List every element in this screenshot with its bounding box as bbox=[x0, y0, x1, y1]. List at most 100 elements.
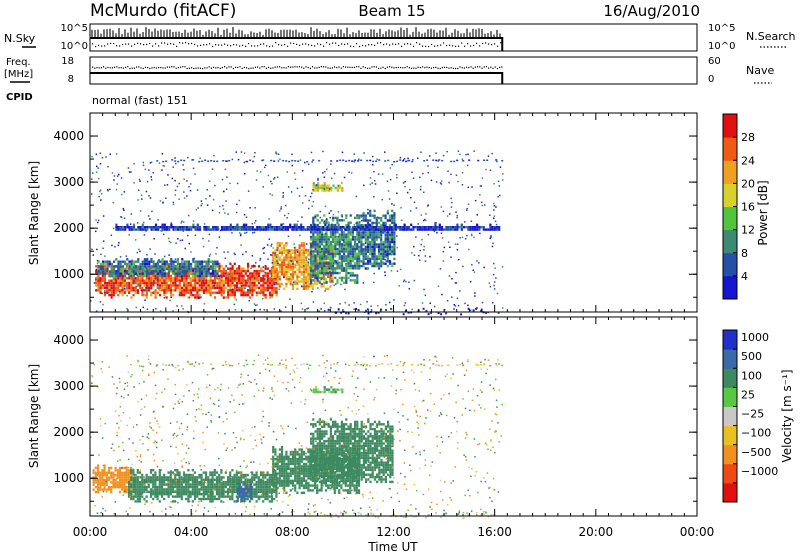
power-scatter-cell bbox=[98, 195, 100, 198]
power-scatter-cell bbox=[119, 256, 122, 258]
power-scatter-cell bbox=[498, 185, 501, 187]
velocity-cell bbox=[130, 497, 133, 501]
nave-point bbox=[320, 66, 322, 68]
velocity-cell bbox=[178, 476, 181, 479]
power-cell bbox=[489, 223, 492, 226]
power-scatter-cell bbox=[197, 207, 199, 209]
power-cell bbox=[384, 236, 387, 239]
power-cell bbox=[362, 224, 365, 227]
power-scatter-cell bbox=[200, 265, 202, 267]
power-cell bbox=[380, 264, 383, 268]
power-cell bbox=[187, 296, 190, 299]
power-band-cell bbox=[306, 161, 309, 163]
power-cell bbox=[183, 291, 186, 294]
power-cell bbox=[271, 286, 274, 290]
power-cell bbox=[312, 221, 315, 224]
nave-point bbox=[235, 66, 237, 69]
power-cell bbox=[121, 293, 124, 297]
power-cell bbox=[233, 289, 236, 292]
power-cell bbox=[280, 258, 284, 262]
power-cell bbox=[310, 259, 313, 263]
power-cell bbox=[251, 284, 254, 287]
power-scatter-cell bbox=[262, 297, 264, 300]
velocity-cell bbox=[185, 476, 188, 479]
nave-point bbox=[488, 67, 490, 69]
power-cell bbox=[132, 277, 135, 280]
nave-point bbox=[439, 67, 441, 70]
power-cell bbox=[371, 255, 374, 258]
power-cell bbox=[163, 223, 166, 226]
power-cell bbox=[325, 235, 328, 239]
velocity-cell bbox=[125, 481, 128, 484]
power-scatter-cell bbox=[384, 274, 386, 277]
power-cell bbox=[283, 287, 286, 290]
power-cell bbox=[180, 286, 184, 290]
power-scatter-cell bbox=[157, 283, 159, 286]
power-scatter-cell bbox=[330, 163, 332, 165]
power-cell bbox=[242, 274, 245, 278]
power-cell bbox=[170, 267, 173, 271]
power-band-cell bbox=[456, 159, 459, 162]
power-cell bbox=[312, 238, 315, 241]
power-cell bbox=[205, 291, 208, 294]
power-cell bbox=[305, 256, 308, 259]
velocity-cell bbox=[154, 485, 157, 489]
power-cell bbox=[207, 267, 210, 271]
power-cell bbox=[343, 235, 346, 239]
nsearch-point bbox=[335, 42, 337, 44]
power-cell bbox=[125, 265, 129, 268]
power-cell bbox=[366, 260, 370, 263]
velocity-cell bbox=[96, 488, 100, 491]
power-scatter-cell bbox=[166, 184, 169, 186]
power-cell bbox=[196, 286, 199, 290]
power-cell bbox=[242, 293, 245, 297]
power-cell bbox=[283, 258, 286, 262]
power-scatter-cell bbox=[95, 219, 97, 221]
power-scatter-cell bbox=[345, 263, 347, 265]
velocity-cell bbox=[101, 476, 104, 479]
velocity-cell bbox=[167, 485, 170, 489]
power-cell bbox=[291, 275, 295, 278]
power-cell bbox=[227, 296, 230, 299]
power-cell bbox=[233, 286, 236, 290]
nave-point bbox=[307, 66, 309, 69]
nave-label: Nave bbox=[746, 64, 774, 77]
power-cell bbox=[362, 231, 365, 234]
power-cell bbox=[183, 260, 186, 263]
power-scatter-cell bbox=[223, 251, 225, 253]
power-cell bbox=[169, 286, 173, 290]
power-cell bbox=[183, 272, 186, 275]
velocity-cell bbox=[121, 481, 124, 484]
power-scatter-cell bbox=[402, 182, 405, 184]
power-cell bbox=[336, 281, 339, 284]
power-cell bbox=[336, 243, 339, 246]
power-cell bbox=[132, 262, 135, 266]
power-cell bbox=[134, 281, 137, 285]
power-cell bbox=[181, 267, 184, 271]
power-cell bbox=[434, 223, 437, 226]
power-cell bbox=[388, 214, 392, 217]
velocity-cell bbox=[226, 478, 230, 481]
power-cell bbox=[146, 270, 149, 273]
power-cell bbox=[264, 293, 267, 297]
velocity-cell bbox=[204, 471, 208, 474]
power-scatter-cell bbox=[274, 176, 276, 179]
power-scatter-cell bbox=[341, 182, 343, 184]
power-cell bbox=[377, 226, 380, 229]
power-cell bbox=[233, 291, 236, 294]
power-scatter-cell bbox=[323, 273, 325, 276]
power-scatter-cell bbox=[353, 308, 355, 310]
velocity-cell bbox=[136, 471, 139, 474]
power-cell bbox=[321, 243, 324, 246]
power-cell bbox=[198, 270, 201, 273]
power-cell bbox=[317, 186, 320, 190]
power-cell bbox=[380, 238, 383, 241]
power-cell bbox=[161, 258, 164, 261]
velocity-cell bbox=[218, 495, 221, 498]
power-band-cell bbox=[342, 159, 345, 161]
nave-point bbox=[105, 67, 107, 69]
nave-point bbox=[155, 67, 157, 69]
velocity-cell bbox=[94, 474, 97, 477]
power-cell bbox=[231, 293, 234, 297]
velocity-cell bbox=[222, 488, 225, 491]
